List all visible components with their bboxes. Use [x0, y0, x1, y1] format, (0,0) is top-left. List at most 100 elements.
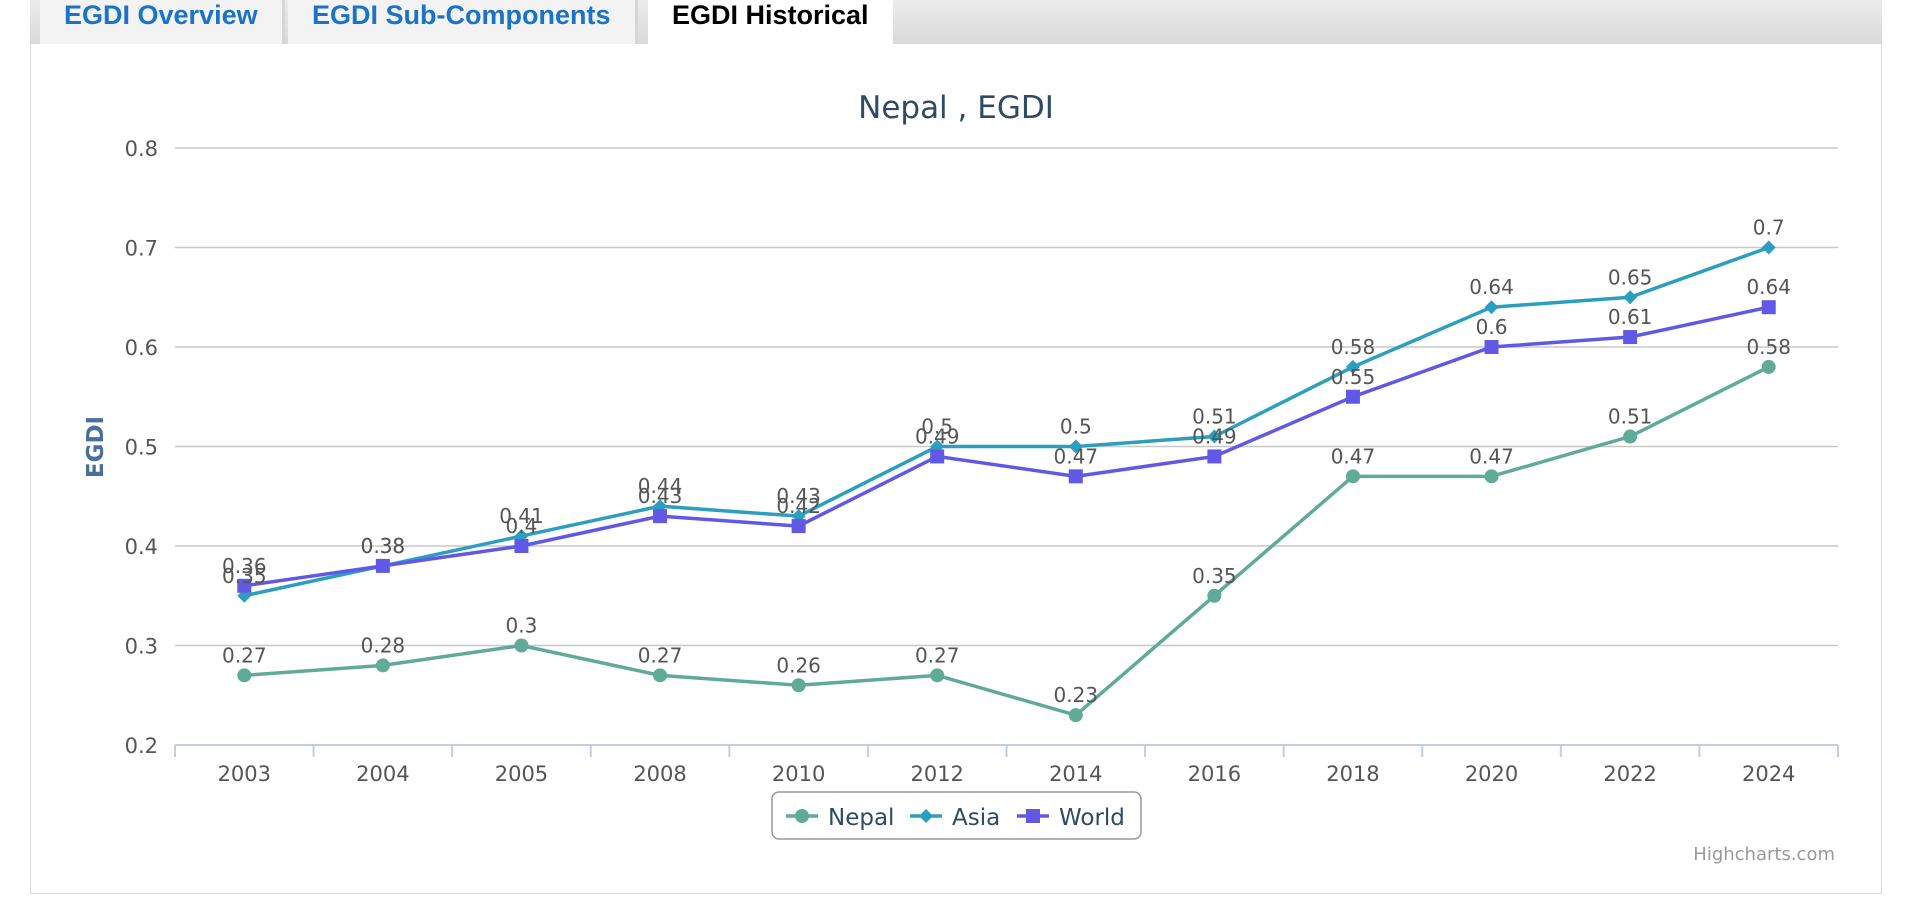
data-point-asia[interactable] — [1761, 240, 1776, 255]
legend-box — [771, 791, 1142, 840]
series-line-world — [244, 305, 1770, 588]
data-point-nepal[interactable] — [514, 638, 529, 653]
grid-lines — [175, 147, 1838, 647]
data-point-nepal[interactable] — [1623, 429, 1638, 444]
data-point-nepal[interactable] — [653, 668, 668, 683]
data-label-world: 0.47 — [1054, 444, 1099, 468]
data-label-nepal: 0.47 — [1331, 444, 1376, 468]
y-tick-label: 0.2 — [125, 734, 158, 758]
data-label-nepal: 0.27 — [915, 643, 960, 667]
data-point-asia[interactable] — [1484, 300, 1499, 315]
legend-marker-world[interactable] — [1026, 809, 1040, 823]
legend-marker-nepal[interactable] — [795, 809, 809, 823]
y-tick-label: 0.3 — [125, 635, 158, 659]
y-axis-label: EGDI — [83, 416, 109, 478]
data-label-asia: 0.43 — [776, 484, 821, 508]
tab-egdi-historical[interactable]: EGDI Historical — [648, 0, 893, 44]
legend-marker-asia[interactable] — [919, 809, 933, 823]
data-label-world: 0.42 — [776, 494, 821, 518]
data-point-nepal[interactable] — [1345, 469, 1360, 484]
data-label-world: 0.43 — [638, 484, 683, 508]
legend-label-asia: Asia — [952, 805, 1000, 831]
y-tick-label: 0.8 — [125, 137, 158, 161]
data-label-world: 0.64 — [1746, 275, 1791, 299]
data-label-asia: 0.64 — [1469, 275, 1514, 299]
x-tick-label: 2022 — [1603, 762, 1656, 786]
y-tick-label: 0.5 — [125, 436, 158, 460]
y-axis-ticks: 0.2 0.3 0.4 0.5 0.6 0.7 0.8 — [125, 137, 158, 758]
data-point-nepal[interactable] — [930, 668, 945, 683]
x-tick-label: 2020 — [1465, 762, 1518, 786]
data-point-nepal[interactable] — [237, 668, 252, 683]
data-point-asia[interactable] — [1623, 290, 1638, 305]
data-point-world[interactable] — [1207, 449, 1222, 464]
data-label-asia: 0.41 — [499, 504, 544, 528]
x-tick-label: 2012 — [910, 762, 963, 786]
highcharts-credit[interactable]: Highcharts.com — [1693, 844, 1835, 865]
data-point-world[interactable] — [930, 449, 945, 464]
data-label-asia: 0.51 — [1192, 405, 1237, 429]
data-point-nepal[interactable] — [1761, 359, 1776, 374]
data-label-nepal: 0.27 — [638, 643, 683, 667]
data-label-world: 0.36 — [222, 554, 267, 578]
chart-panel — [30, 44, 1882, 894]
data-label-nepal: 0.47 — [1469, 444, 1514, 468]
x-tick-label: 2024 — [1742, 762, 1795, 786]
data-point-world[interactable] — [1068, 469, 1083, 484]
data-point-world[interactable] — [1623, 330, 1638, 345]
data-label-asia: 0.58 — [1331, 335, 1376, 359]
data-label-world: 0.38 — [361, 534, 406, 558]
y-tick-label: 0.6 — [125, 336, 158, 360]
data-label-world: 0.4 — [506, 514, 538, 538]
data-point-nepal[interactable] — [375, 658, 390, 673]
data-label-nepal: 0.51 — [1608, 405, 1653, 429]
data-label-asia: 0.38 — [361, 534, 406, 558]
tab-egdi-overview[interactable]: EGDI Overview — [40, 0, 285, 44]
chart-title: Nepal , EGDI — [858, 90, 1054, 126]
y-tick-label: 0.7 — [125, 237, 158, 261]
data-point-asia[interactable] — [1207, 429, 1222, 444]
tab-bar: EGDI Overview EGDI Sub-Components EGDI H… — [30, 0, 1882, 44]
x-tick-label: 2003 — [218, 762, 271, 786]
data-label-asia: 0.5 — [1060, 415, 1092, 439]
data-point-world[interactable] — [653, 509, 668, 524]
x-tick-label: 2016 — [1188, 762, 1241, 786]
x-tick-label: 2005 — [495, 762, 548, 786]
data-point-nepal[interactable] — [1484, 469, 1499, 484]
legend: Nepal Asia World — [771, 791, 1142, 840]
data-label-asia: 0.5 — [921, 415, 953, 439]
legend-item-nepal[interactable]: Nepal — [786, 805, 894, 831]
data-point-world[interactable] — [514, 539, 529, 553]
data-point-nepal[interactable] — [1068, 708, 1083, 723]
data-point-world[interactable] — [1761, 300, 1776, 315]
data-label-world: 0.49 — [915, 424, 960, 448]
data-point-world[interactable] — [237, 578, 252, 593]
data-label-world: 0.6 — [1476, 315, 1508, 339]
data-label-nepal: 0.58 — [1746, 335, 1791, 359]
data-point-asia[interactable] — [1068, 439, 1083, 454]
data-point-asia[interactable] — [1345, 359, 1360, 374]
legend-label-nepal: Nepal — [828, 805, 894, 831]
data-point-world[interactable] — [791, 519, 806, 534]
data-label-nepal: 0.26 — [776, 653, 821, 677]
series-layer — [237, 240, 1776, 723]
data-point-nepal[interactable] — [1207, 588, 1222, 603]
data-point-world[interactable] — [375, 558, 390, 573]
tab-egdi-sub-components[interactable]: EGDI Sub-Components — [288, 0, 638, 44]
series-line-asia — [243, 245, 1770, 598]
data-point-nepal[interactable] — [791, 678, 806, 693]
data-label-nepal: 0.23 — [1054, 683, 1099, 707]
x-tick-label: 2004 — [356, 762, 409, 786]
data-label-nepal: 0.3 — [506, 614, 538, 638]
data-point-world[interactable] — [1345, 389, 1360, 404]
data-point-world[interactable] — [1484, 340, 1499, 354]
legend-item-asia[interactable]: Asia — [910, 805, 1000, 831]
legend-item-world[interactable]: World — [1017, 805, 1125, 831]
x-axis: 2003 2004 2005 2008 2010 2012 2014 2016 2018 2020… — [174, 744, 1839, 786]
x-tick-label: 2010 — [772, 762, 825, 786]
x-tick-label: 2014 — [1049, 762, 1102, 786]
x-tick-label: 2008 — [633, 762, 686, 786]
data-label-world: 0.49 — [1192, 424, 1237, 448]
data-labels: 0.27 0.28 0.3 0.27 0.26 0.27 0.23 0.35 0.47 0.47 0… — [222, 216, 1791, 708]
